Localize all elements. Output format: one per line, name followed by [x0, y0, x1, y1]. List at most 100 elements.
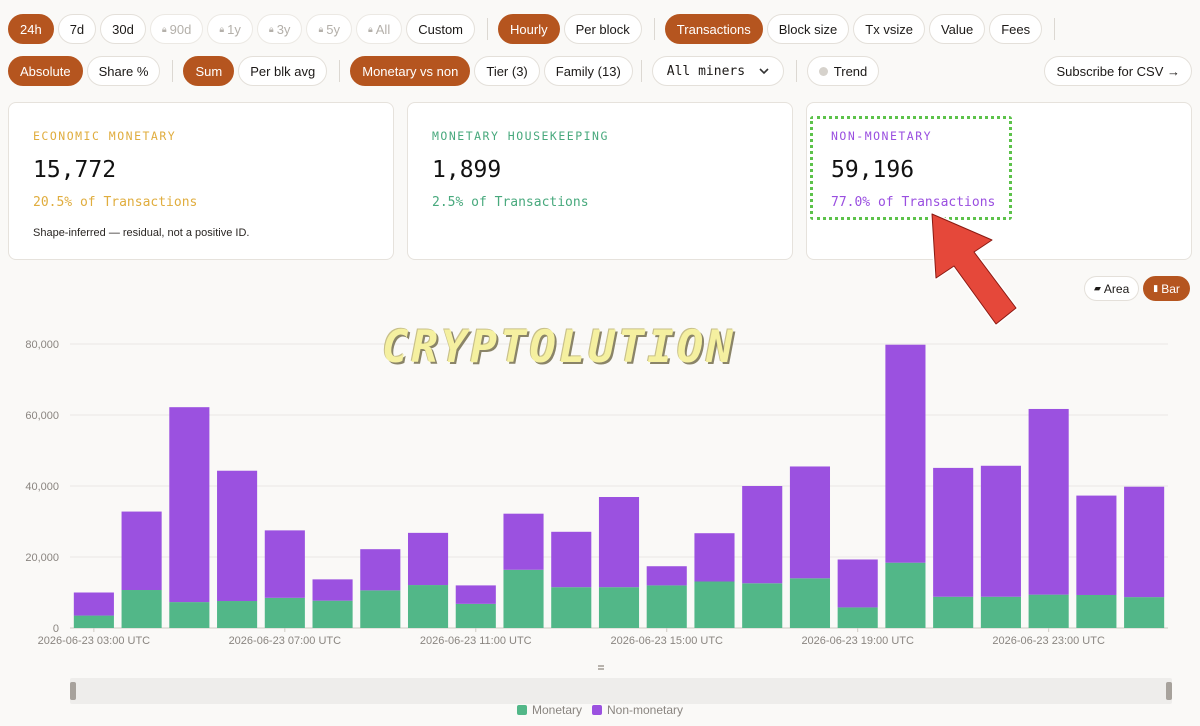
share-percent-button[interactable]: Share % — [86, 56, 161, 86]
bar-monetary — [646, 585, 687, 628]
family-button[interactable]: Family (13) — [543, 56, 633, 86]
bar-monetary — [1124, 597, 1165, 628]
divider — [172, 60, 174, 82]
bar-non-monetary — [1124, 486, 1165, 598]
lock-icon: 🔒︎ — [318, 23, 324, 34]
bar-monetary — [551, 587, 592, 628]
lock-icon: 🔒︎ — [268, 23, 274, 34]
trend-dot-icon — [818, 66, 828, 76]
slider-handle-left[interactable] — [70, 682, 76, 700]
bar-monetary — [407, 585, 449, 628]
bar-button[interactable]: ▮ Bar — [1143, 276, 1190, 301]
legend-label: Non-monetary — [607, 703, 684, 717]
y-tick-label: 80,000 — [25, 339, 59, 351]
transactions-button[interactable]: Transactions — [664, 14, 763, 44]
area-icon: ▰ — [1094, 283, 1101, 293]
bar-monetary — [885, 562, 926, 628]
x-tick-label: 2026-06-23 03:00 UTC — [38, 635, 151, 647]
subscribe-csv-button[interactable]: Subscribe for CSV → — [1044, 56, 1192, 86]
legend-label: Monetary — [531, 703, 582, 717]
area-label: Area — [1103, 281, 1130, 296]
divider — [1054, 18, 1056, 40]
fees-button[interactable]: Fees — [989, 14, 1043, 44]
range-button-24h[interactable]: 24h — [8, 14, 54, 44]
range-button-label: 7d — [69, 21, 85, 37]
bar-monetary — [121, 590, 162, 628]
y-tick-label: 20,000 — [25, 552, 59, 564]
range-button-3y[interactable]: 🔒︎ 3y — [256, 14, 303, 44]
bar-monetary — [455, 603, 496, 628]
value-button[interactable]: Value — [928, 14, 986, 44]
card-value: 1,899 — [432, 157, 502, 183]
block-size-button[interactable]: Block size — [766, 14, 850, 44]
bar-non-monetary — [885, 344, 926, 563]
range-button-label: Custom — [418, 21, 464, 37]
bar-non-monetary — [1028, 408, 1069, 595]
trend-label: Trend — [833, 63, 868, 79]
bar-non-monetary — [503, 513, 544, 570]
bar-non-monetary — [789, 466, 831, 579]
area-button[interactable]: ▰ Area — [1084, 276, 1140, 301]
range-button-30d[interactable]: 30d — [100, 14, 146, 44]
annotation-arrow-icon — [930, 212, 1018, 326]
bar-monetary — [217, 601, 258, 628]
bar-label: Bar — [1161, 281, 1180, 296]
legend-item-monetary[interactable]: Monetary — [516, 703, 582, 717]
bar-monetary — [360, 590, 401, 628]
monetary-vs-non-button[interactable]: Monetary vs non — [350, 56, 471, 86]
card-share: 77.0% of Transactions — [831, 195, 996, 210]
chart-legend: Monetary Non-monetary — [0, 703, 1200, 717]
bar-non-monetary — [264, 530, 305, 598]
economic-monetary-card: ECONOMIC MONETARY 15,772 20.5% of Transa… — [8, 102, 394, 260]
hourly-button[interactable]: Hourly — [498, 14, 560, 44]
bar-non-monetary — [455, 585, 496, 604]
x-tick-label: 2026-06-23 15:00 UTC — [610, 635, 723, 647]
chart-range-slider[interactable] — [70, 678, 1172, 704]
range-button-5y[interactable]: 🔒︎ 5y — [306, 14, 352, 44]
bar-icon: ▮ — [1153, 283, 1159, 293]
range-button-1y[interactable]: 🔒︎ 1y — [207, 14, 253, 44]
lock-icon: 🔒︎ — [161, 23, 167, 34]
absolute-button[interactable]: Absolute — [8, 56, 83, 86]
legend-item-non-monetary[interactable]: Non-monetary — [592, 703, 683, 717]
card-note: Shape-inferred — residual, not a positiv… — [33, 227, 250, 239]
card-value: 59,196 — [831, 157, 915, 183]
bar-monetary — [789, 578, 831, 628]
per-block-button[interactable]: Per block — [563, 14, 642, 44]
per-blk-avg-button[interactable]: Per blk avg — [238, 56, 328, 86]
range-button-7d[interactable]: 7d — [57, 14, 97, 44]
bar-non-monetary — [694, 533, 735, 582]
chart-type-toggle: ▰ Area ▮ Bar — [1084, 276, 1190, 301]
x-tick-label: 2026-06-23 07:00 UTC — [229, 635, 342, 647]
y-tick-label: 40,000 — [25, 481, 59, 493]
tx-vsize-button[interactable]: Tx vsize — [853, 14, 925, 44]
range-button-label: 30d — [112, 21, 134, 37]
card-label: MONETARY HOUSEKEEPING — [432, 129, 609, 143]
bar-monetary — [980, 596, 1021, 628]
toolbar-row-2: Absolute Share % Sum Per blk avg Monetar… — [8, 56, 1192, 86]
bar-non-monetary — [646, 566, 687, 586]
miner-select[interactable]: All miners — [651, 56, 784, 86]
toolbar-row-1: 24h 7d 30d 🔒︎ 90d 🔒︎ 1y 🔒︎ 3y 🔒︎ 5y 🔒︎ All Custom Hou… — [8, 14, 1065, 44]
bar-non-monetary — [169, 407, 210, 603]
trend-toggle[interactable]: Trend — [806, 56, 880, 86]
transactions-chart: 0 20,000 40,000 60,000 80,000 2026-06-23 03:0… — [25, 339, 1168, 647]
card-share: 20.5% of Transactions — [33, 195, 198, 210]
range-button-custom[interactable]: Custom — [406, 14, 476, 44]
lock-icon: 🔒︎ — [219, 23, 225, 34]
card-label: ECONOMIC MONETARY — [33, 129, 177, 143]
chevron-down-icon — [759, 68, 769, 75]
bar-monetary — [169, 602, 210, 628]
tier-button[interactable]: Tier (3) — [474, 56, 540, 86]
divider — [339, 60, 341, 82]
bar-non-monetary — [217, 470, 258, 602]
slider-handle-right[interactable] — [1166, 682, 1172, 700]
range-button-all[interactable]: 🔒︎ All — [355, 14, 403, 44]
lock-icon: 🔒︎ — [367, 23, 373, 34]
range-button-90d[interactable]: 🔒︎ 90d — [149, 14, 204, 44]
bar-non-monetary — [837, 559, 878, 608]
scroll-grip-icon[interactable] — [598, 665, 604, 670]
bar-monetary — [742, 583, 783, 628]
y-tick-label: 0 — [53, 623, 59, 635]
sum-button[interactable]: Sum — [183, 56, 235, 86]
